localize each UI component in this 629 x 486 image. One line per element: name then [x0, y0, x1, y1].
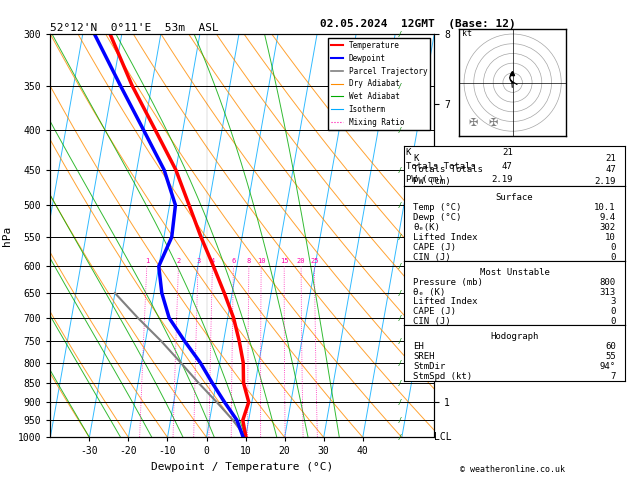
Text: 02.05.2024  12GMT  (Base: 12): 02.05.2024 12GMT (Base: 12)	[320, 19, 516, 30]
Text: 8: 8	[247, 258, 251, 263]
Text: Dewp (°C): Dewp (°C)	[413, 213, 462, 222]
Text: 313: 313	[599, 288, 616, 297]
Text: K: K	[413, 154, 419, 163]
Text: 6: 6	[231, 258, 236, 263]
Text: Most Unstable: Most Unstable	[479, 268, 550, 278]
Text: θₑ (K): θₑ (K)	[413, 288, 445, 297]
Y-axis label: km
ASL: km ASL	[462, 236, 479, 257]
Text: 0: 0	[610, 253, 616, 262]
Text: 3: 3	[196, 258, 200, 263]
Y-axis label: hPa: hPa	[3, 226, 12, 246]
Text: 800: 800	[599, 278, 616, 287]
Text: 7: 7	[610, 372, 616, 382]
Text: PW (cm): PW (cm)	[406, 175, 443, 185]
Text: StmSpd (kt): StmSpd (kt)	[413, 372, 472, 382]
Text: 2.19: 2.19	[594, 177, 616, 186]
Text: Lifted Index: Lifted Index	[413, 233, 478, 243]
Text: PW (cm): PW (cm)	[413, 177, 451, 186]
Text: EH: EH	[413, 342, 424, 351]
Text: 60: 60	[605, 342, 616, 351]
Text: Pressure (mb): Pressure (mb)	[413, 278, 483, 287]
Text: LCL: LCL	[434, 433, 452, 442]
Text: 94°: 94°	[599, 362, 616, 371]
Text: 302: 302	[599, 223, 616, 232]
Text: /: /	[398, 234, 401, 240]
Text: 25: 25	[310, 258, 319, 263]
Text: 2: 2	[177, 258, 181, 263]
Text: /: /	[398, 31, 401, 37]
Text: Mixing Ratio (g/kg): Mixing Ratio (g/kg)	[438, 180, 448, 292]
Text: CIN (J): CIN (J)	[413, 253, 451, 262]
Text: CAPE (J): CAPE (J)	[413, 307, 456, 316]
Text: Totals Totals: Totals Totals	[413, 165, 483, 174]
Text: /: /	[398, 167, 401, 173]
Text: 0: 0	[610, 317, 616, 326]
Text: 20: 20	[297, 258, 305, 263]
Text: © weatheronline.co.uk: © weatheronline.co.uk	[460, 465, 565, 474]
Text: 55: 55	[605, 352, 616, 361]
Text: /: /	[398, 263, 401, 269]
Text: /: /	[398, 315, 401, 321]
Text: 47: 47	[605, 165, 616, 174]
Text: /: /	[398, 380, 401, 386]
Text: 10: 10	[257, 258, 265, 263]
Text: $\maltese$: $\maltese$	[488, 116, 499, 128]
Text: Hodograph: Hodograph	[491, 332, 538, 341]
Text: 0: 0	[610, 307, 616, 316]
Text: Temp (°C): Temp (°C)	[413, 203, 462, 212]
Text: K: K	[406, 148, 411, 157]
Text: 21: 21	[605, 154, 616, 163]
Text: /: /	[398, 202, 401, 208]
Text: /: /	[398, 434, 401, 440]
Text: Totals Totals: Totals Totals	[406, 162, 476, 171]
Text: 2.19: 2.19	[491, 175, 513, 185]
Text: /: /	[398, 417, 401, 423]
Text: CAPE (J): CAPE (J)	[413, 243, 456, 252]
Text: 47: 47	[502, 162, 513, 171]
Text: 9.4: 9.4	[599, 213, 616, 222]
Text: /: /	[398, 360, 401, 365]
Text: 21: 21	[502, 148, 513, 157]
Text: kt: kt	[462, 29, 472, 38]
Text: θₑ(K): θₑ(K)	[413, 223, 440, 232]
Text: /: /	[398, 338, 401, 344]
Text: 10: 10	[605, 233, 616, 243]
Text: 3: 3	[610, 297, 616, 307]
Text: 15: 15	[280, 258, 289, 263]
Text: 52°12'N  0°11'E  53m  ASL: 52°12'N 0°11'E 53m ASL	[50, 23, 219, 33]
Text: 1: 1	[145, 258, 149, 263]
Text: /: /	[398, 399, 401, 405]
Text: SREH: SREH	[413, 352, 435, 361]
Text: /: /	[398, 127, 401, 133]
Text: Surface: Surface	[496, 193, 533, 202]
X-axis label: Dewpoint / Temperature (°C): Dewpoint / Temperature (°C)	[151, 462, 333, 472]
Text: /: /	[398, 83, 401, 88]
Text: $\maltese$: $\maltese$	[469, 116, 479, 128]
Text: StmDir: StmDir	[413, 362, 445, 371]
Text: Lifted Index: Lifted Index	[413, 297, 478, 307]
Text: 10.1: 10.1	[594, 203, 616, 212]
Text: 0: 0	[610, 243, 616, 252]
Text: CIN (J): CIN (J)	[413, 317, 451, 326]
Legend: Temperature, Dewpoint, Parcel Trajectory, Dry Adiabat, Wet Adiabat, Isotherm, Mi: Temperature, Dewpoint, Parcel Trajectory…	[328, 38, 430, 130]
Text: /: /	[398, 290, 401, 296]
Text: 4: 4	[211, 258, 214, 263]
